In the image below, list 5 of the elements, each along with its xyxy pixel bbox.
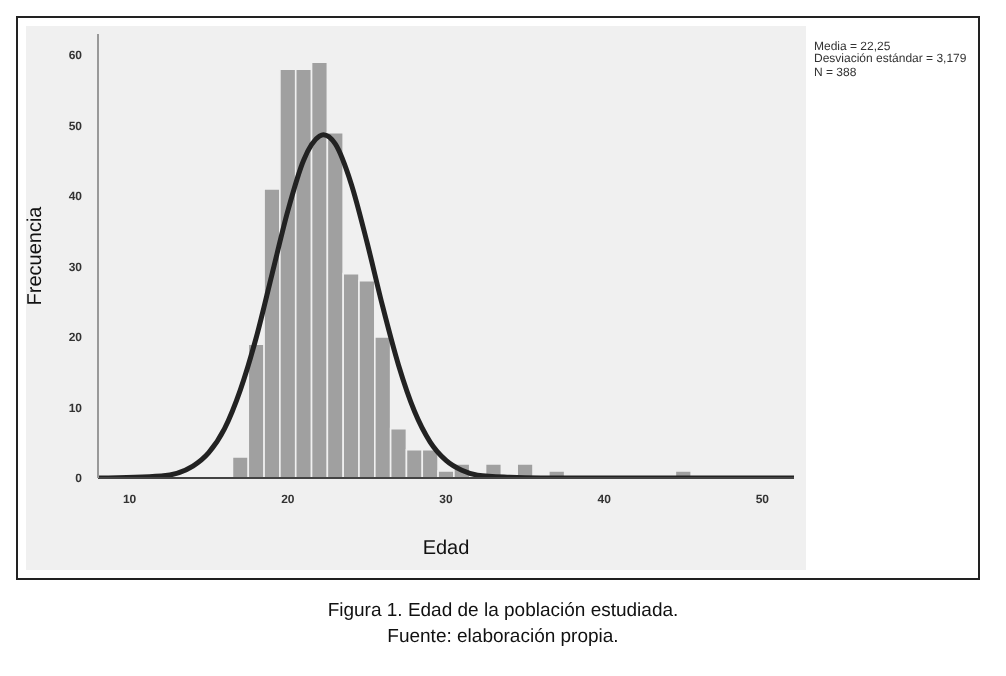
- line-series: [98, 132, 794, 478]
- text: Figura 1. Edad de la población estudiada.: [325, 600, 681, 622]
- x-axis-title: Edad: [422, 538, 470, 560]
- y-axis-title: Frecuencia: [25, 205, 48, 306]
- source-note: Fuente: elaboración propia.: [385, 626, 621, 648]
